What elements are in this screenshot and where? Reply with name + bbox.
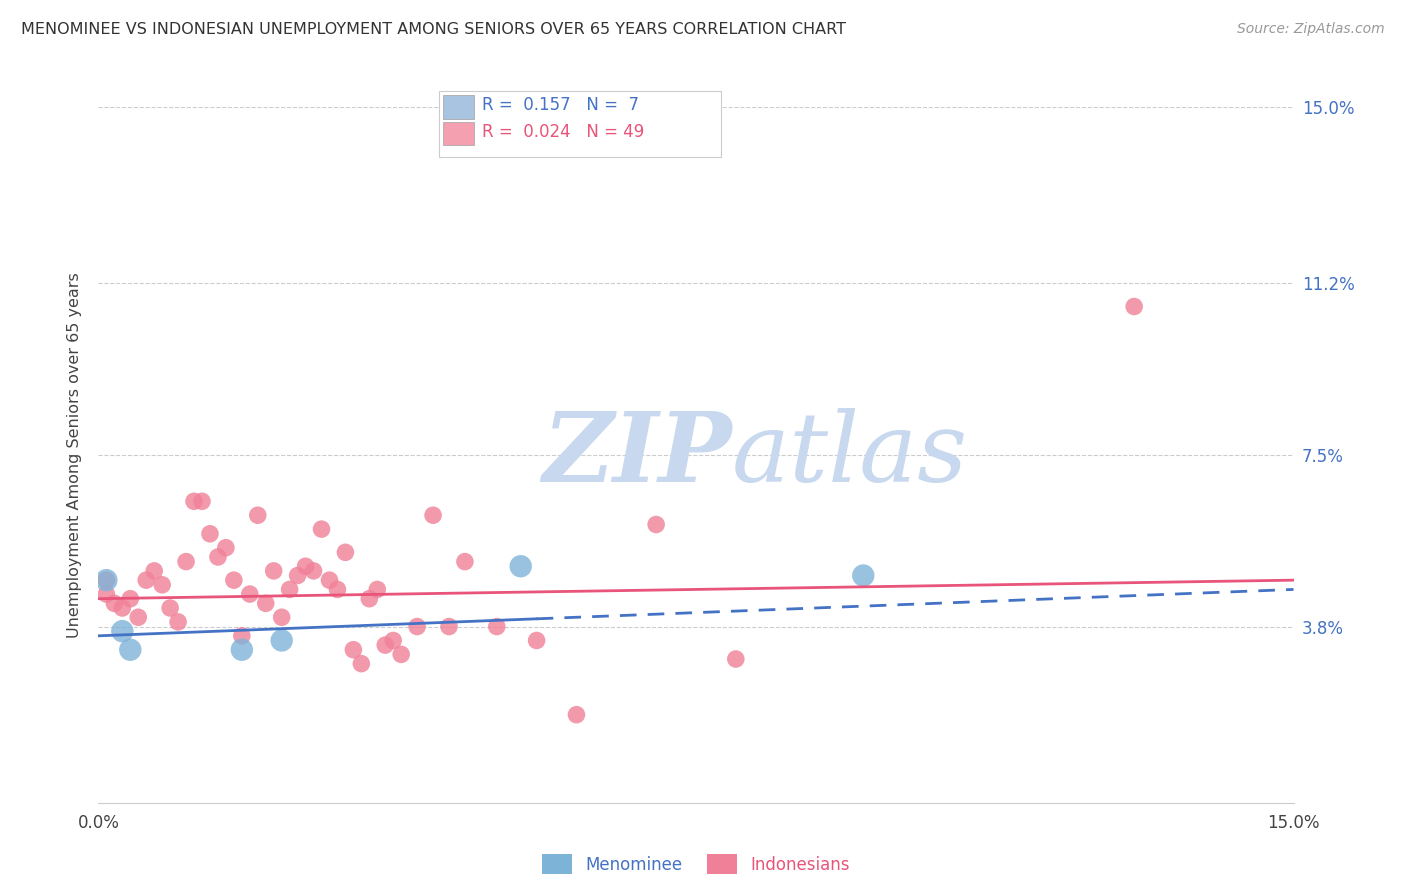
Point	[127, 610, 149, 624]
Point	[96, 573, 118, 587]
Point	[231, 642, 253, 657]
Point	[318, 573, 340, 587]
Point	[135, 573, 157, 587]
Point	[366, 582, 388, 597]
Point	[174, 555, 197, 569]
Legend: Menominee, Indonesians: Menominee, Indonesians	[541, 855, 851, 874]
Point	[103, 596, 125, 610]
Point	[263, 564, 285, 578]
Point	[454, 555, 477, 569]
Text: atlas: atlas	[733, 408, 967, 502]
Point	[120, 642, 142, 657]
Point	[198, 526, 221, 541]
Text: R =  0.157   N =  7: R = 0.157 N = 7	[482, 96, 640, 114]
Point	[111, 601, 134, 615]
Point	[335, 545, 357, 559]
Point	[111, 624, 134, 639]
Point	[302, 564, 325, 578]
Text: Source: ZipAtlas.com: Source: ZipAtlas.com	[1237, 22, 1385, 37]
Point	[509, 559, 531, 574]
Point	[852, 568, 875, 582]
Point	[191, 494, 214, 508]
Point	[278, 582, 301, 597]
Point	[231, 629, 253, 643]
Point	[422, 508, 444, 523]
Point	[246, 508, 269, 523]
Point	[350, 657, 373, 671]
Point	[222, 573, 245, 587]
Point	[389, 648, 412, 662]
Point	[359, 591, 381, 606]
Point	[437, 619, 460, 633]
Point	[96, 587, 118, 601]
Point	[287, 568, 309, 582]
Point	[374, 638, 396, 652]
Point	[239, 587, 262, 601]
Point	[724, 652, 747, 666]
Point	[294, 559, 316, 574]
Point	[183, 494, 205, 508]
Point	[485, 619, 508, 633]
Y-axis label: Unemployment Among Seniors over 65 years: Unemployment Among Seniors over 65 years	[67, 272, 83, 638]
Point	[526, 633, 548, 648]
Text: MENOMINEE VS INDONESIAN UNEMPLOYMENT AMONG SENIORS OVER 65 YEARS CORRELATION CHA: MENOMINEE VS INDONESIAN UNEMPLOYMENT AMO…	[21, 22, 846, 37]
Point	[96, 573, 118, 587]
Point	[382, 633, 405, 648]
Point	[311, 522, 333, 536]
Point	[270, 610, 292, 624]
Point	[406, 619, 429, 633]
Point	[167, 615, 190, 629]
Point	[143, 564, 166, 578]
Point	[1123, 300, 1146, 314]
Text: ZIP: ZIP	[543, 408, 733, 502]
Point	[215, 541, 238, 555]
Point	[645, 517, 668, 532]
Point	[159, 601, 181, 615]
Point	[270, 633, 292, 648]
Point	[326, 582, 349, 597]
Point	[120, 591, 142, 606]
Point	[342, 642, 364, 657]
Point	[150, 578, 173, 592]
Point	[254, 596, 277, 610]
Text: R =  0.024   N = 49: R = 0.024 N = 49	[482, 123, 644, 141]
Point	[207, 549, 229, 564]
Point	[565, 707, 588, 722]
